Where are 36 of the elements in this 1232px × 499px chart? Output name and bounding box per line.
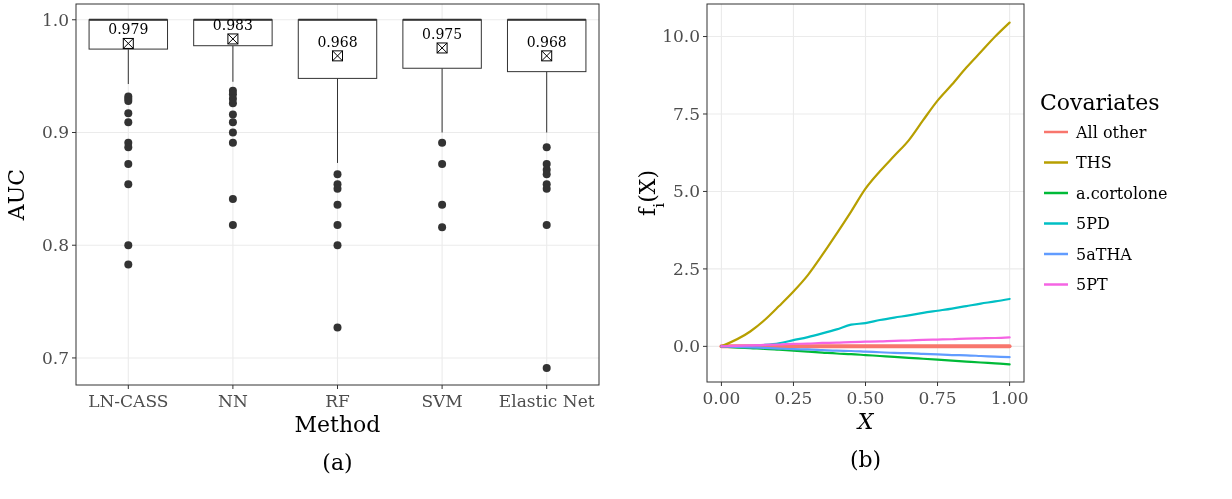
x-tick-label: 0.50 xyxy=(846,388,885,408)
x-axis-title: X xyxy=(855,409,875,434)
y-tick-label: 2.5 xyxy=(672,258,700,279)
legend-label: 5aTHA xyxy=(1076,244,1133,264)
x-tick-label: 0.00 xyxy=(702,388,741,408)
y-tick-label: 0.0 xyxy=(672,336,700,357)
x-tick-label: RF xyxy=(325,391,350,411)
text: (b) xyxy=(849,447,882,472)
x-tick-label: LN-CASS xyxy=(88,391,169,411)
legend-label: THS xyxy=(1076,153,1112,173)
legend-label: 5PT xyxy=(1076,275,1108,295)
legend-label: All other xyxy=(1075,122,1147,142)
x-tick-label: 0.25 xyxy=(774,388,813,408)
y-tick-label: 5.0 xyxy=(672,181,700,202)
x-tick-label: 1.00 xyxy=(990,388,1029,408)
annotation: 0.968 xyxy=(526,33,567,50)
y-tick-label: 10.0 xyxy=(662,26,700,47)
y-axis-title: AUC xyxy=(4,168,29,222)
legend-label: 5PD xyxy=(1076,214,1110,234)
y-tick-label: 7.5 xyxy=(672,103,700,124)
x-tick-label: Elastic Net xyxy=(498,391,595,411)
legend-label: a.cortolone xyxy=(1076,183,1168,203)
legend-title: Covariates xyxy=(1040,90,1160,115)
annotation: 0.979 xyxy=(108,21,149,38)
x-axis-title: Method xyxy=(294,412,381,437)
x-tick-label: SVM xyxy=(421,391,463,411)
text: (a) xyxy=(322,450,353,475)
x-tick-label: 0.75 xyxy=(918,388,957,408)
annotation: 0.983 xyxy=(212,16,253,33)
y-tick-label: 0.7 xyxy=(41,347,69,368)
annotation: 0.975 xyxy=(422,25,463,42)
y-tick-label: 0.9 xyxy=(41,122,69,143)
x-tick-label: NN xyxy=(218,391,248,411)
annotation: 0.968 xyxy=(317,33,358,50)
y-tick-label: 0.8 xyxy=(41,235,69,256)
y-tick-label: 1.0 xyxy=(41,9,69,30)
